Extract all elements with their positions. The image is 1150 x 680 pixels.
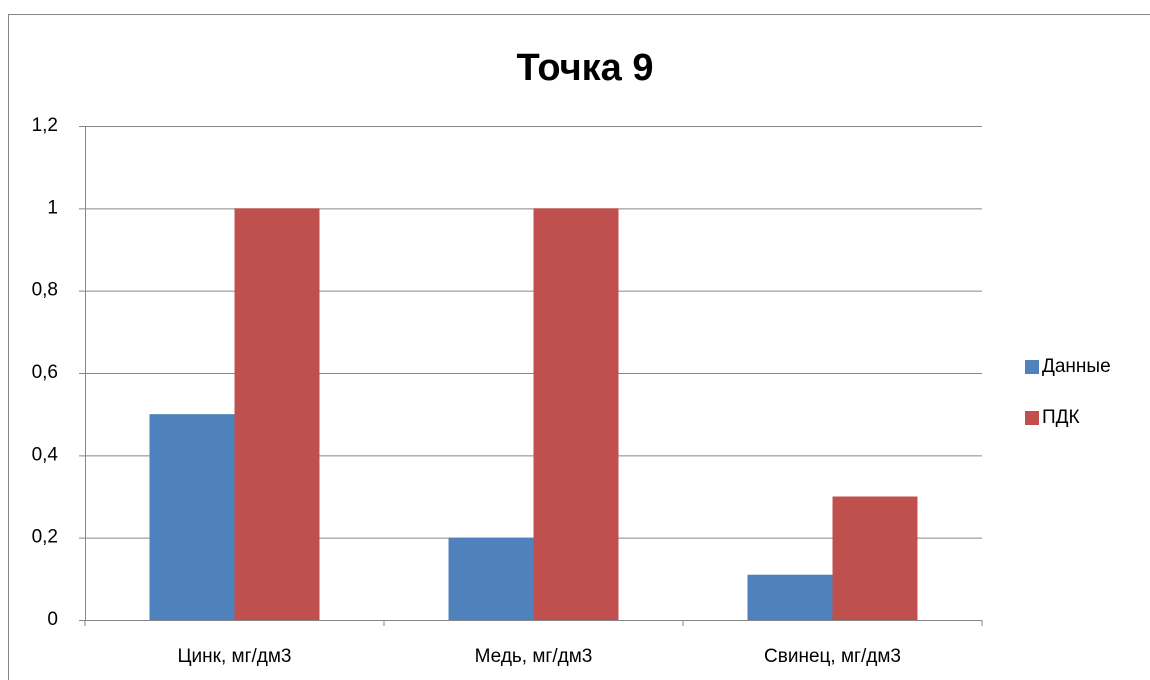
bar — [832, 496, 918, 620]
y-tick-label: 0 — [47, 609, 58, 630]
legend-swatch — [1025, 360, 1039, 374]
bar — [747, 574, 833, 620]
x-tick-label: Свинец, мг/дм3 — [764, 646, 901, 667]
y-tick-label: 1,2 — [32, 115, 58, 136]
x-tick-label: Медь, мг/дм3 — [475, 646, 593, 667]
legend-label: ПДК — [1042, 407, 1080, 428]
bar — [149, 414, 235, 620]
bar — [448, 537, 534, 620]
y-tick-label: 0,8 — [32, 280, 58, 301]
bar — [234, 208, 320, 621]
chart-title: Точка 9 — [517, 47, 654, 89]
bar — [533, 208, 619, 621]
y-tick-label: 0,6 — [32, 362, 58, 383]
y-tick-label: 1 — [47, 197, 58, 218]
legend-label: Данные — [1042, 356, 1111, 377]
legend-swatch — [1025, 411, 1039, 425]
x-tick-label: Цинк, мг/дм3 — [177, 646, 291, 667]
y-tick-label: 0,2 — [32, 527, 58, 548]
y-tick-label: 0,4 — [32, 444, 59, 465]
